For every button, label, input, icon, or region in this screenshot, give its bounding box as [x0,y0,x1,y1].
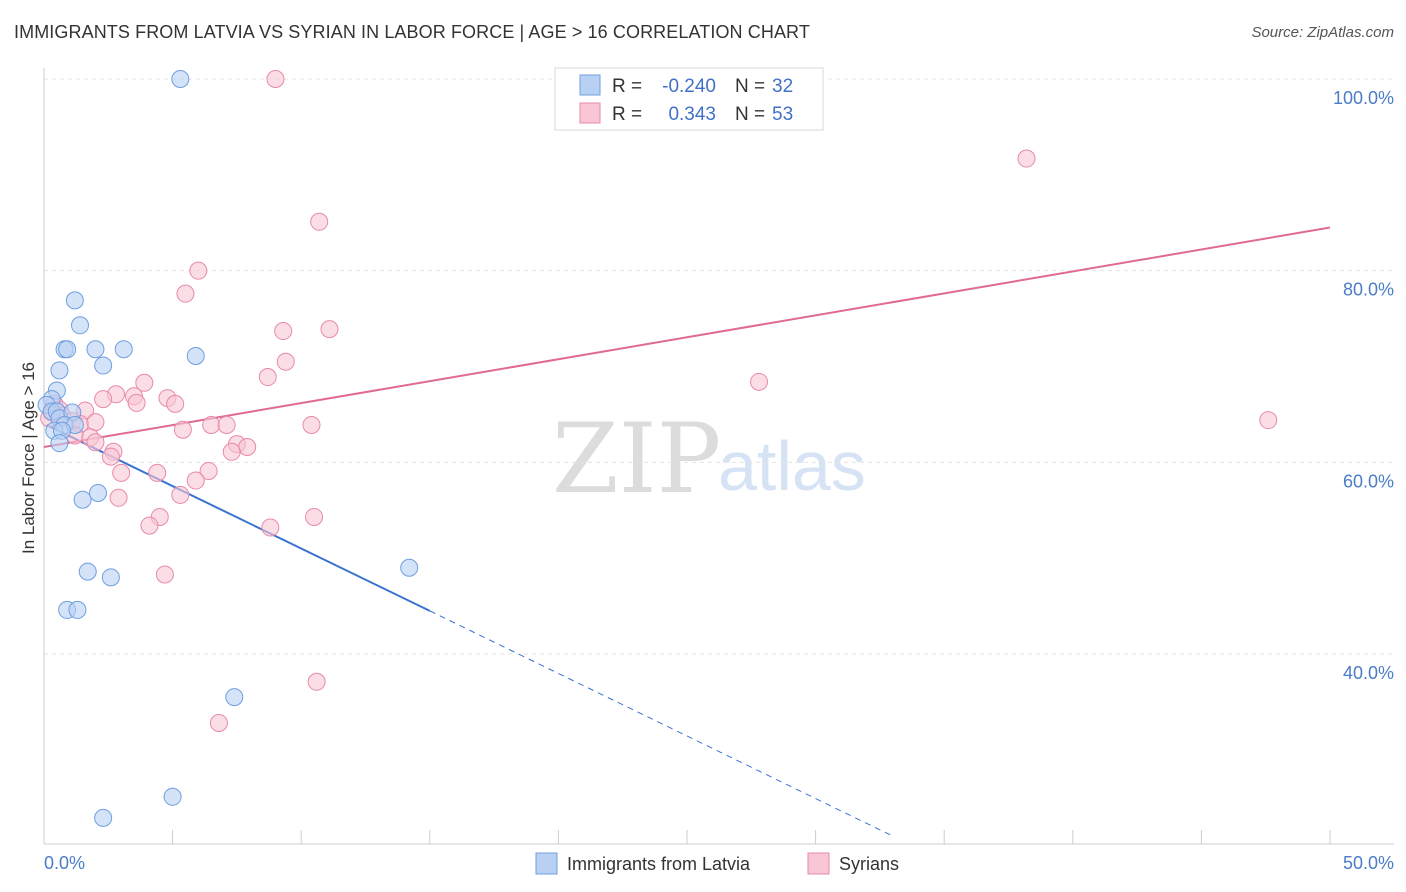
syrians-point-5 [176,284,195,303]
x-tick-label-left: 0.0% [44,853,85,873]
latvia-trend-line-extension [429,610,893,837]
syrians-point-15 [127,393,146,412]
latvia-point-22 [89,484,108,502]
series-legend-label-syrians: Syrians [839,854,899,874]
latvia-point-26 [400,558,419,577]
latvia-point-7 [186,346,205,365]
legend-n-label-syrians: N = [735,104,765,125]
watermark-zip: ZIP [552,403,721,515]
syrians-point-2 [1017,149,1036,168]
latvia-point-5 [86,340,105,359]
source-credit: Source: ZipAtlas.com [1251,24,1394,41]
latvia-point-31 [94,808,113,827]
syrians-points [40,70,1278,732]
latvia-point-2 [71,316,90,335]
syrians-point-29 [173,420,192,439]
legend-swatch-latvia [579,74,601,96]
syrians-point-43 [171,485,190,504]
syrians-point-7 [320,320,339,339]
legend-n-value-latvia: 32 [772,76,793,97]
syrians-point-36 [222,442,241,461]
syrians-point-0 [266,70,285,88]
watermark-atlas: atlas [718,427,866,505]
syrians-point-8 [276,352,295,371]
latvia-point-6 [114,340,133,359]
series-legend-swatch-latvia [535,852,558,875]
syrians-point-16 [166,394,185,413]
y-axis-label: In Labor Force | Age > 16 [19,362,38,554]
trend-lines [43,226,1331,837]
x-tick-label-right: 50.0% [1343,853,1394,873]
syrians-point-42 [186,471,205,490]
latvia-point-21 [50,434,69,453]
legend-r-label-latvia: R = [612,76,642,97]
syrians-trend-line [43,226,1331,448]
gridlines [44,78,1394,655]
latvia-point-9 [94,356,113,375]
syrians-point-25 [86,413,105,432]
latvia-point-1 [65,291,84,310]
series-legend-swatch-syrians [807,852,830,875]
syrians-point-6 [274,322,293,341]
y-tick-label-100: 100.0% [1333,88,1394,108]
y-tick-label-60: 60.0% [1343,471,1394,491]
latvia-point-29 [225,688,244,707]
series-legend: Immigrants from Latvia Syrians [535,852,899,875]
latvia-point-25 [101,568,120,587]
latvia-point-28 [68,600,87,619]
latvia-point-8 [50,361,69,380]
latvia-points [37,70,419,827]
y-tick-labels: 40.0% 60.0% 80.0% 100.0% [1333,88,1394,683]
syrians-point-4 [189,261,208,280]
syrians-point-49 [155,565,174,584]
legend-r-value-latvia: -0.240 [662,76,716,97]
correlation-legend: R = -0.240 N = 32 R = 0.343 N = 53 [554,67,824,131]
series-legend-label-latvia: Immigrants from Latvia [567,854,751,874]
syrians-point-46 [305,507,324,526]
syrians-point-50 [307,672,326,691]
y-tick-label-80: 80.0% [1343,280,1394,300]
syrians-point-47 [140,516,159,535]
axes [43,68,1394,845]
latvia-point-4 [58,340,77,359]
syrians-point-3 [310,212,329,231]
latvia-point-24 [78,562,97,581]
syrians-point-38 [101,447,120,466]
syrians-point-35 [238,438,257,456]
syrians-point-44 [109,488,128,507]
latvia-point-0 [171,70,190,88]
syrians-point-39 [112,463,131,482]
syrians-point-33 [1259,411,1278,430]
latvia-point-30 [163,787,182,806]
syrians-point-27 [217,415,236,434]
syrians-point-41 [199,461,218,480]
legend-n-label-latvia: N = [735,76,765,97]
syrians-point-51 [209,714,228,732]
syrians-point-28 [302,415,321,434]
y-tick-label-40: 40.0% [1343,663,1394,683]
syrians-point-10 [750,372,769,391]
chart-title: IMMIGRANTS FROM LATVIA VS SYRIAN IN LABO… [14,22,810,42]
legend-n-value-syrians: 53 [772,104,793,125]
legend-r-label-syrians: R = [612,104,642,125]
syrians-point-40 [148,463,167,482]
syrians-point-32 [86,433,105,452]
syrians-point-26 [202,415,221,434]
syrians-point-11 [135,373,154,392]
syrians-point-17 [94,390,113,409]
syrians-point-9 [258,368,277,387]
legend-swatch-syrians [579,102,601,124]
syrians-point-48 [261,518,280,537]
legend-r-value-syrians: 0.343 [668,104,716,125]
latvia-point-23 [73,490,92,509]
